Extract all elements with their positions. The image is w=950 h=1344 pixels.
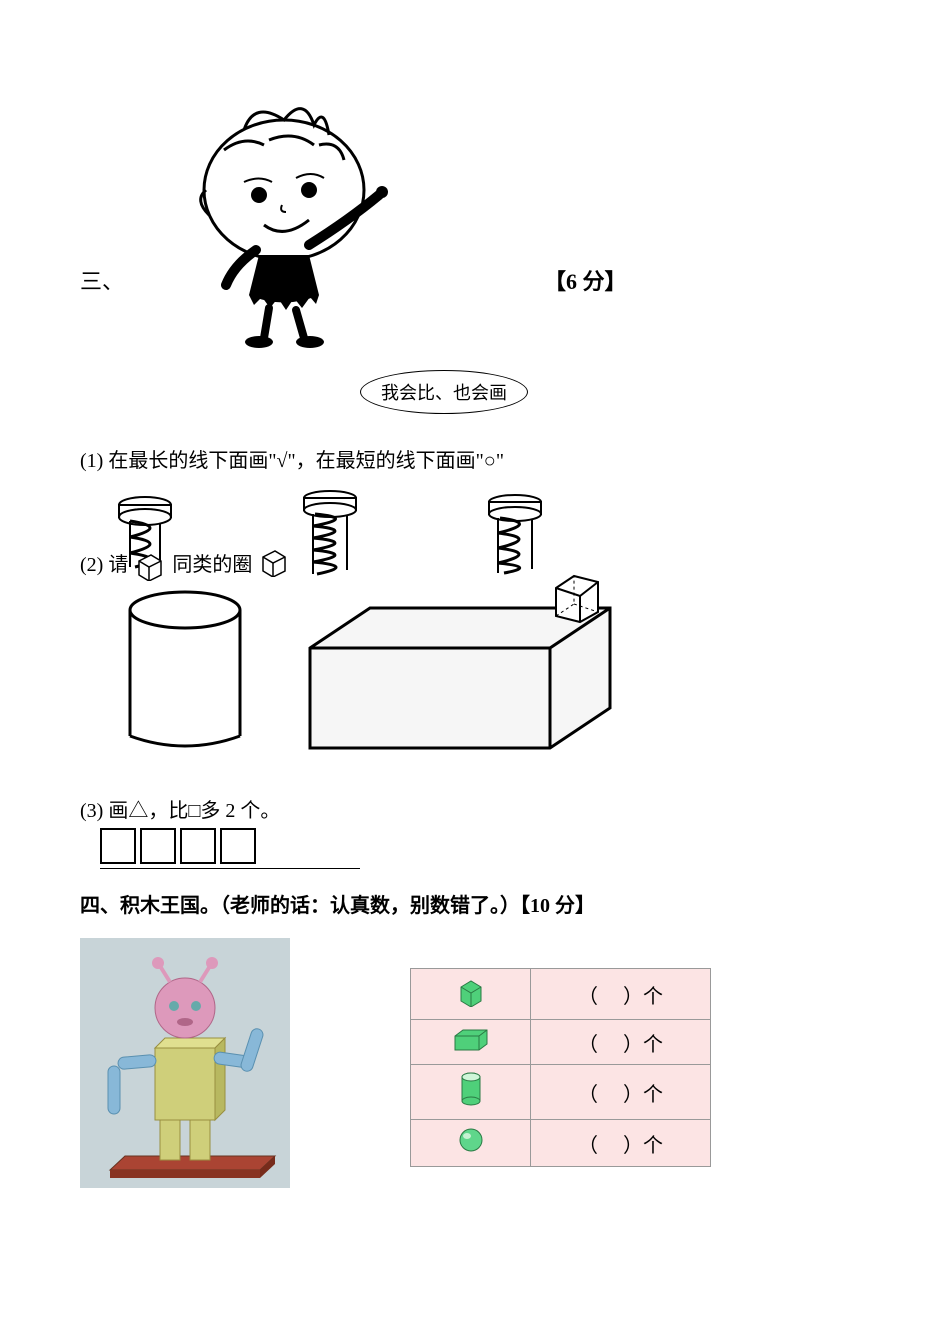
count-cell: （ ）个	[531, 1065, 711, 1120]
shape-icon-cylinder	[411, 1065, 531, 1120]
q2-text: (2) 请 同类的圈	[80, 548, 291, 581]
paren-close: ）	[623, 1034, 643, 1056]
paren-close: ）	[623, 1084, 643, 1106]
big-cylinder	[110, 588, 260, 764]
unit: 个	[643, 1135, 663, 1157]
unit: 个	[643, 1084, 663, 1106]
count-cell: （ ）个	[531, 1120, 711, 1167]
section3-header: 三、	[80, 80, 870, 360]
table-row: （ ）个	[411, 1065, 711, 1120]
mini-cube-1	[135, 551, 165, 581]
paren-open: （	[578, 986, 598, 1008]
mini-cube-2	[259, 547, 289, 577]
spring-3	[470, 491, 560, 592]
section4-title: 四、积木王国。（老师的话：认真数，别数错了。）【10 分】	[80, 889, 870, 918]
square-4	[220, 828, 256, 864]
q3-text: (3) 画△，比□多 2 个。	[80, 794, 870, 823]
answer-line	[100, 868, 360, 869]
paren-open: （	[578, 1034, 598, 1056]
table-row: （ ）个	[411, 1120, 711, 1167]
table-row: （ ）个	[411, 969, 711, 1020]
cartoon-character	[144, 80, 424, 360]
paren-close: ）	[623, 1135, 643, 1157]
unit: 个	[643, 1034, 663, 1056]
paren-close: ）	[623, 986, 643, 1008]
cartoon-svg	[154, 90, 414, 350]
robot-figure	[80, 938, 290, 1188]
square-2	[140, 828, 176, 864]
speech-bubble-row: 我会比、也会画	[80, 370, 870, 444]
section4-body: （ ）个 （ ）个	[80, 938, 870, 1188]
square-3	[180, 828, 216, 864]
square-1	[100, 828, 136, 864]
speech-bubble: 我会比、也会画	[360, 370, 528, 414]
shapes-row	[110, 588, 870, 764]
paren-open: （	[578, 1084, 598, 1106]
count-cell: （ ）个	[531, 1020, 711, 1065]
spring-2	[285, 488, 375, 594]
square-row	[100, 828, 870, 864]
q2-mid: 同类的圈	[172, 554, 252, 576]
small-cube	[550, 570, 605, 631]
unit: 个	[643, 986, 663, 1008]
shape-icon-cuboid-flat	[411, 1020, 531, 1065]
paren-open: （	[578, 1135, 598, 1157]
shape-count-table: （ ）个 （ ）个	[410, 968, 711, 1167]
springs-row: (2) 请 同类的圈	[80, 488, 870, 578]
section3-number: 三、	[80, 264, 124, 296]
shape-icon-sphere	[411, 1120, 531, 1167]
section3-points: 【6 分】	[544, 264, 627, 296]
table-row: （ ）个	[411, 1020, 711, 1065]
count-cell: （ ）个	[531, 969, 711, 1020]
shape-icon-cube	[411, 969, 531, 1020]
q1-text: (1) 在最长的线下面画"√"，在最短的线下面画"○"	[80, 444, 870, 473]
q2-prefix: (2) 请	[80, 554, 128, 576]
